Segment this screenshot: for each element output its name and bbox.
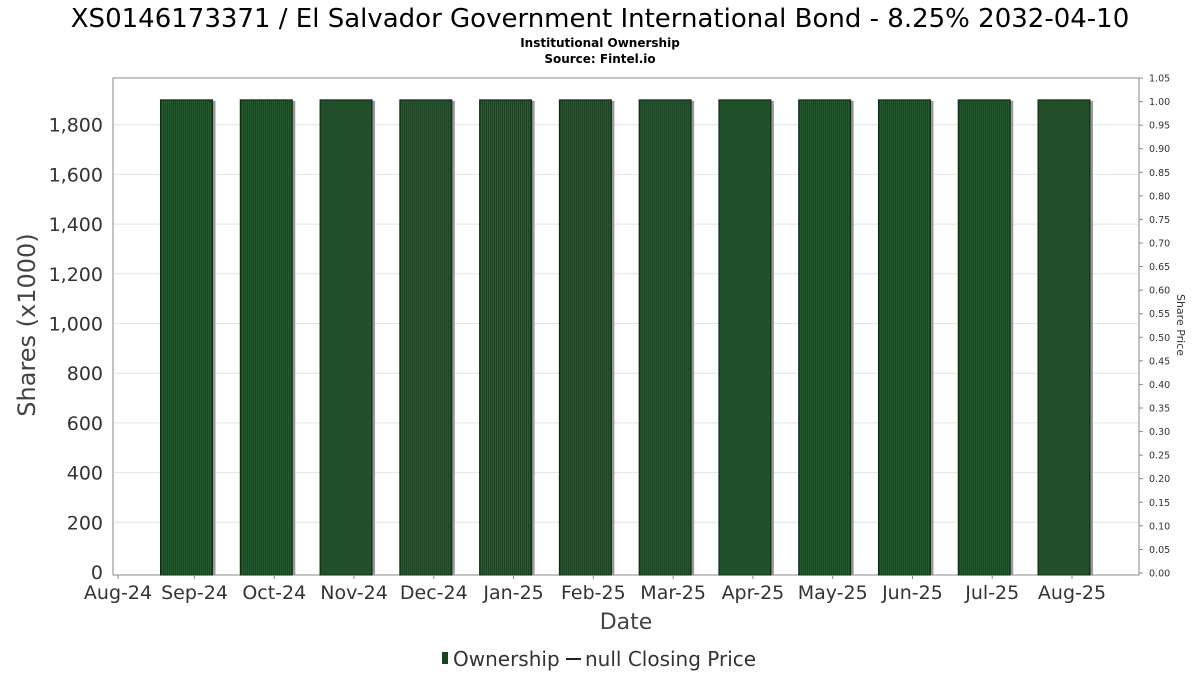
y2-tick-label: 0.00	[1149, 569, 1170, 580]
legend-label-ownership: Ownership	[453, 647, 560, 671]
left-axis: 0 200 400 600 800 1,000 1,200 1,400 1,600 1,800	[49, 115, 103, 584]
y2-tick-label: 0.40	[1149, 380, 1170, 391]
y2-tick-label: 0.30	[1149, 427, 1170, 438]
x-tick-label: Aug-24	[84, 582, 152, 604]
x-tick-label: Sep-24	[161, 582, 228, 604]
y2-tick-label: 0.45	[1149, 356, 1170, 367]
x-tick-label: Nov-24	[320, 582, 388, 604]
y-tick-label: 600	[67, 413, 103, 435]
legend: Ownership null Closing Price	[442, 647, 756, 671]
y2-tick-label: 0.50	[1149, 333, 1170, 344]
y2-tick-label: 0.95	[1149, 121, 1170, 132]
chart-subtitle-line-2: Source: Fintel.io	[544, 52, 655, 66]
y2-tick-label: 0.60	[1149, 286, 1170, 297]
x-tick-label: Apr-25	[722, 582, 785, 604]
chart-title: XS0146173371 / El Salvador Government In…	[71, 4, 1130, 34]
y2-tick-label: 0.10	[1149, 521, 1170, 532]
y2-tick-label: 0.70	[1149, 239, 1170, 250]
x-tick-label: Jan-25	[482, 582, 543, 604]
chart-subtitle-line-1: Institutional Ownership	[520, 36, 680, 50]
y2-tick-label: 0.05	[1149, 545, 1170, 556]
y2-tick-label: 0.85	[1149, 168, 1170, 179]
x-axis: Aug-24 Sep-24 Oct-24 Nov-24 Dec-24 Jan-25 Feb-…	[84, 575, 1106, 604]
y2-axis-title: Share Price	[1174, 294, 1187, 356]
x-tick-label: Mar-25	[640, 582, 706, 604]
y2-tick-label: 0.65	[1149, 262, 1170, 273]
y-tick-label: 1,600	[49, 164, 103, 186]
y2-tick-label: 0.75	[1149, 215, 1170, 226]
x-tick-label: Feb-25	[561, 582, 626, 604]
x-axis-title: Date	[600, 610, 653, 635]
y-tick-label: 0	[91, 562, 103, 584]
legend-label-closing-price: null Closing Price	[585, 647, 756, 671]
x-tick-label: Dec-24	[400, 582, 468, 604]
x-tick-label: Aug-25	[1038, 582, 1106, 604]
y-tick-label: 400	[67, 463, 103, 485]
y2-tick-label: 0.15	[1149, 498, 1170, 509]
x-tick-label: Oct-24	[242, 582, 306, 604]
x-tick-label: May-25	[798, 582, 868, 604]
x-tick-label: Jun-25	[881, 582, 943, 604]
y2-tick-label: 0.20	[1149, 474, 1170, 485]
right-axis: 0.00 0.05 0.10 0.15 0.20 0.25 0.30 0.35 0.40 0.45…	[1139, 74, 1170, 580]
legend-swatch-ownership	[442, 652, 448, 664]
y2-tick-label: 0.90	[1149, 144, 1170, 155]
y-tick-label: 1,400	[49, 214, 103, 236]
y-tick-label: 200	[67, 512, 103, 534]
x-tick-label: Jul-25	[964, 582, 1019, 604]
y2-tick-label: 1.00	[1149, 97, 1170, 108]
y-axis-title: Shares (x1000)	[13, 233, 41, 416]
y2-tick-label: 1.05	[1149, 74, 1170, 85]
y-tick-label: 1,200	[49, 264, 103, 286]
y2-tick-label: 0.80	[1149, 191, 1170, 202]
y2-tick-label: 0.55	[1149, 309, 1170, 320]
y2-tick-label: 0.35	[1149, 404, 1170, 415]
y-tick-label: 1,800	[49, 115, 103, 137]
y-tick-label: 1,000	[49, 314, 103, 336]
bars	[160, 99, 1093, 576]
y-tick-label: 800	[67, 363, 103, 385]
y2-tick-label: 0.25	[1149, 451, 1170, 462]
